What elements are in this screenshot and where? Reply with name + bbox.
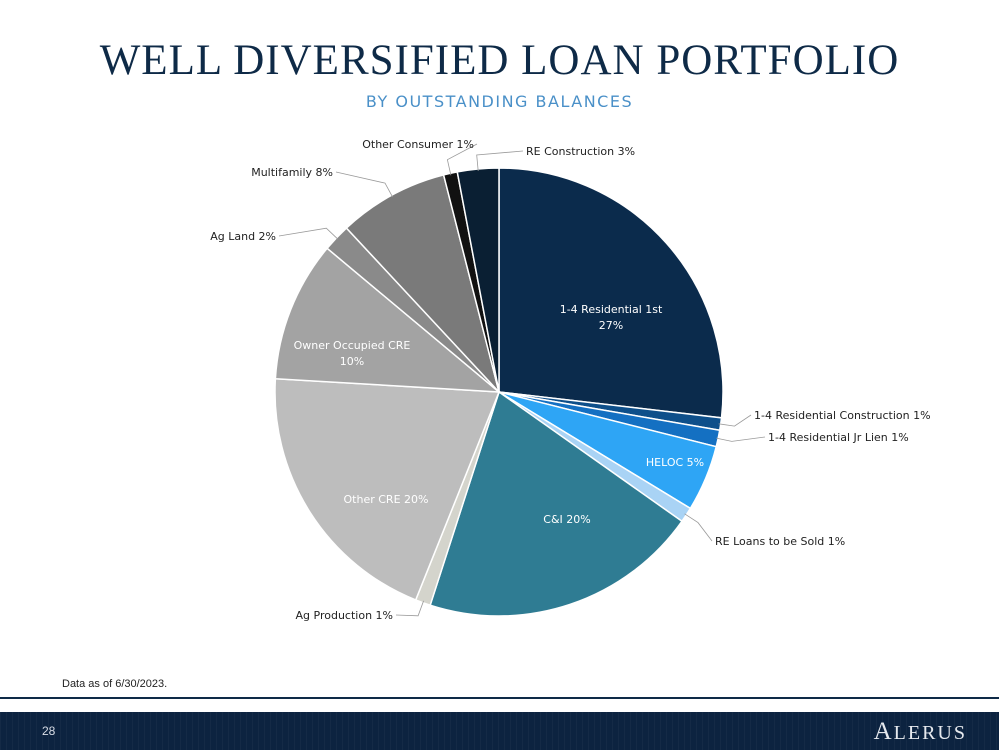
leader-line-re-construction (476, 150, 524, 172)
slide-subtitle: BY OUTSTANDING BALANCES (365, 92, 634, 111)
slice-label-other-consumer: Other Consumer 1% (362, 138, 474, 151)
slice-label-multifamily: Multifamily 8% (251, 166, 333, 179)
slice-label-re-loans-to-be-sold: RE Loans to be Sold 1% (715, 535, 845, 548)
pie-slice-1-4-residential-1st (498, 167, 724, 419)
alerus-logo: ALERUS (873, 718, 967, 745)
slice-label-candi: C&I 20% (543, 513, 590, 526)
leader-line-re-loans-to-be-sold (684, 513, 713, 542)
slice-label-re-construction: RE Construction 3% (526, 145, 635, 158)
loan-portfolio-pie-chart: 1-4 Residential 1st 27% 1-4 Residential Co… (210, 138, 931, 622)
slice-label-owner-occupied-cre: Owner Occupied CRE 10% (294, 339, 411, 368)
slice-label-1-4-residential-1st: 1-4 Residential 1st 27% (560, 303, 663, 332)
page-number: 28 (42, 724, 56, 738)
slice-label-other-cre: Other CRE 20% (344, 493, 429, 506)
slice-label-ag-land: Ag Land 2% (210, 230, 276, 243)
pie-slice-owner-occupied-cre (274, 247, 502, 393)
leader-line-other-consumer (446, 143, 478, 176)
slice-label-1-4-residential-jr-lien: 1-4 Residential Jr Lien 1% (768, 431, 909, 444)
pie-slice-other-cre (274, 377, 501, 601)
slice-label-heloc: HELOC 5% (646, 456, 704, 469)
leader-line-ag-land (278, 227, 339, 240)
leader-line-1-4-residential-construction (718, 414, 752, 427)
leader-line-ag-production (395, 600, 424, 617)
footer-bar: 28 ALERUS (0, 712, 999, 750)
slice-label-1-4-residential-construction: 1-4 Residential Construction 1% (754, 409, 931, 422)
leader-line-multifamily (335, 171, 393, 198)
footer-divider (0, 697, 999, 699)
leader-line-1-4-residential-jr-lien (716, 436, 766, 442)
data-date-footnote: Data as of 6/30/2023. (62, 678, 168, 690)
pie-slice-candi (429, 390, 683, 617)
slice-label-ag-production: Ag Production 1% (296, 609, 393, 622)
slide-title: WELL DIVERSIFIED LOAN PORTFOLIO (99, 37, 900, 84)
